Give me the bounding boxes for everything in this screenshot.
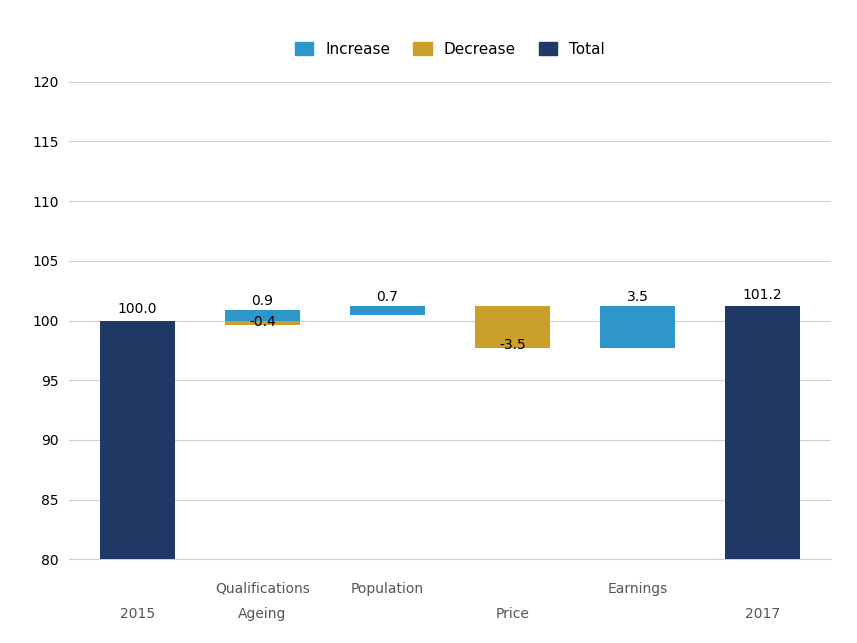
Bar [725,306,800,559]
Text: 101.2: 101.2 [743,288,782,302]
Text: Earnings: Earnings [608,582,668,596]
Bar [350,306,425,314]
Text: 0.9: 0.9 [251,294,273,308]
Text: Population: Population [351,582,424,596]
Text: 0.7: 0.7 [376,291,399,304]
Text: 2017: 2017 [745,607,780,621]
Bar [475,306,550,348]
Bar [225,310,300,321]
Bar [225,321,300,325]
Legend: Increase, Decrease, Total: Increase, Decrease, Total [289,35,611,63]
Text: -3.5: -3.5 [499,338,526,352]
Text: Price: Price [495,607,530,621]
Text: -0.4: -0.4 [249,315,276,329]
Text: 100.0: 100.0 [117,302,157,316]
Bar [99,321,175,559]
Text: Ageing: Ageing [238,607,286,621]
Text: Qualifications: Qualifications [215,582,310,596]
Text: 2015: 2015 [120,607,155,621]
Text: 3.5: 3.5 [626,291,649,304]
Bar [600,306,675,348]
